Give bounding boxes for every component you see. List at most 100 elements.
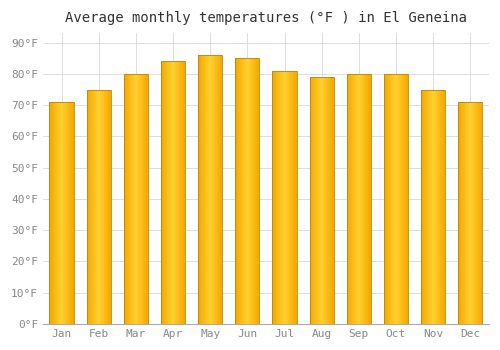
Bar bbox=[347, 74, 371, 324]
Bar bbox=[249, 58, 250, 324]
Bar bbox=[310, 77, 311, 324]
Bar bbox=[216, 55, 218, 324]
Bar bbox=[393, 74, 394, 324]
Bar bbox=[126, 74, 127, 324]
Bar bbox=[246, 58, 248, 324]
Bar bbox=[52, 102, 54, 324]
Bar bbox=[437, 90, 438, 324]
Bar bbox=[458, 102, 482, 324]
Bar bbox=[439, 90, 440, 324]
Bar bbox=[384, 74, 386, 324]
Bar bbox=[282, 71, 283, 324]
Bar bbox=[240, 58, 241, 324]
Bar bbox=[134, 74, 135, 324]
Bar bbox=[460, 102, 462, 324]
Bar bbox=[405, 74, 406, 324]
Bar bbox=[404, 74, 405, 324]
Bar bbox=[325, 77, 326, 324]
Bar bbox=[219, 55, 220, 324]
Bar bbox=[170, 61, 172, 324]
Bar bbox=[107, 90, 108, 324]
Bar bbox=[215, 55, 216, 324]
Bar bbox=[98, 90, 100, 324]
Bar bbox=[244, 58, 245, 324]
Bar bbox=[177, 61, 178, 324]
Bar bbox=[367, 74, 368, 324]
Bar bbox=[105, 90, 106, 324]
Bar bbox=[199, 55, 200, 324]
Bar bbox=[89, 90, 90, 324]
Bar bbox=[236, 58, 260, 324]
Bar bbox=[284, 71, 286, 324]
Bar bbox=[462, 102, 463, 324]
Bar bbox=[467, 102, 468, 324]
Title: Average monthly temperatures (°F ) in El Geneina: Average monthly temperatures (°F ) in El… bbox=[65, 11, 467, 25]
Bar bbox=[161, 61, 162, 324]
Bar bbox=[478, 102, 479, 324]
Bar bbox=[318, 77, 320, 324]
Bar bbox=[366, 74, 367, 324]
Bar bbox=[202, 55, 203, 324]
Bar bbox=[73, 102, 74, 324]
Bar bbox=[86, 90, 111, 324]
Bar bbox=[287, 71, 288, 324]
Bar bbox=[288, 71, 290, 324]
Bar bbox=[468, 102, 469, 324]
Bar bbox=[290, 71, 291, 324]
Bar bbox=[480, 102, 481, 324]
Bar bbox=[443, 90, 444, 324]
Bar bbox=[65, 102, 66, 324]
Bar bbox=[55, 102, 56, 324]
Bar bbox=[242, 58, 244, 324]
Bar bbox=[250, 58, 252, 324]
Bar bbox=[211, 55, 212, 324]
Bar bbox=[363, 74, 364, 324]
Bar bbox=[352, 74, 353, 324]
Bar bbox=[168, 61, 169, 324]
Bar bbox=[477, 102, 478, 324]
Bar bbox=[426, 90, 428, 324]
Bar bbox=[104, 90, 105, 324]
Bar bbox=[97, 90, 98, 324]
Bar bbox=[349, 74, 350, 324]
Bar bbox=[198, 55, 222, 324]
Bar bbox=[471, 102, 472, 324]
Bar bbox=[67, 102, 68, 324]
Bar bbox=[127, 74, 128, 324]
Bar bbox=[394, 74, 395, 324]
Bar bbox=[50, 102, 51, 324]
Bar bbox=[397, 74, 398, 324]
Bar bbox=[313, 77, 314, 324]
Bar bbox=[351, 74, 352, 324]
Bar bbox=[442, 90, 443, 324]
Bar bbox=[406, 74, 408, 324]
Bar bbox=[131, 74, 132, 324]
Bar bbox=[400, 74, 401, 324]
Bar bbox=[466, 102, 467, 324]
Bar bbox=[208, 55, 210, 324]
Bar bbox=[132, 74, 134, 324]
Bar bbox=[256, 58, 257, 324]
Bar bbox=[435, 90, 436, 324]
Bar bbox=[248, 58, 249, 324]
Bar bbox=[238, 58, 240, 324]
Bar bbox=[399, 74, 400, 324]
Bar bbox=[422, 90, 424, 324]
Bar bbox=[66, 102, 67, 324]
Bar bbox=[332, 77, 333, 324]
Bar bbox=[294, 71, 295, 324]
Bar bbox=[395, 74, 396, 324]
Bar bbox=[147, 74, 148, 324]
Bar bbox=[312, 77, 313, 324]
Bar bbox=[279, 71, 280, 324]
Bar bbox=[164, 61, 165, 324]
Bar bbox=[326, 77, 328, 324]
Bar bbox=[200, 55, 202, 324]
Bar bbox=[459, 102, 460, 324]
Bar bbox=[311, 77, 312, 324]
Bar bbox=[102, 90, 104, 324]
Bar bbox=[142, 74, 143, 324]
Bar bbox=[440, 90, 441, 324]
Bar bbox=[174, 61, 176, 324]
Bar bbox=[278, 71, 279, 324]
